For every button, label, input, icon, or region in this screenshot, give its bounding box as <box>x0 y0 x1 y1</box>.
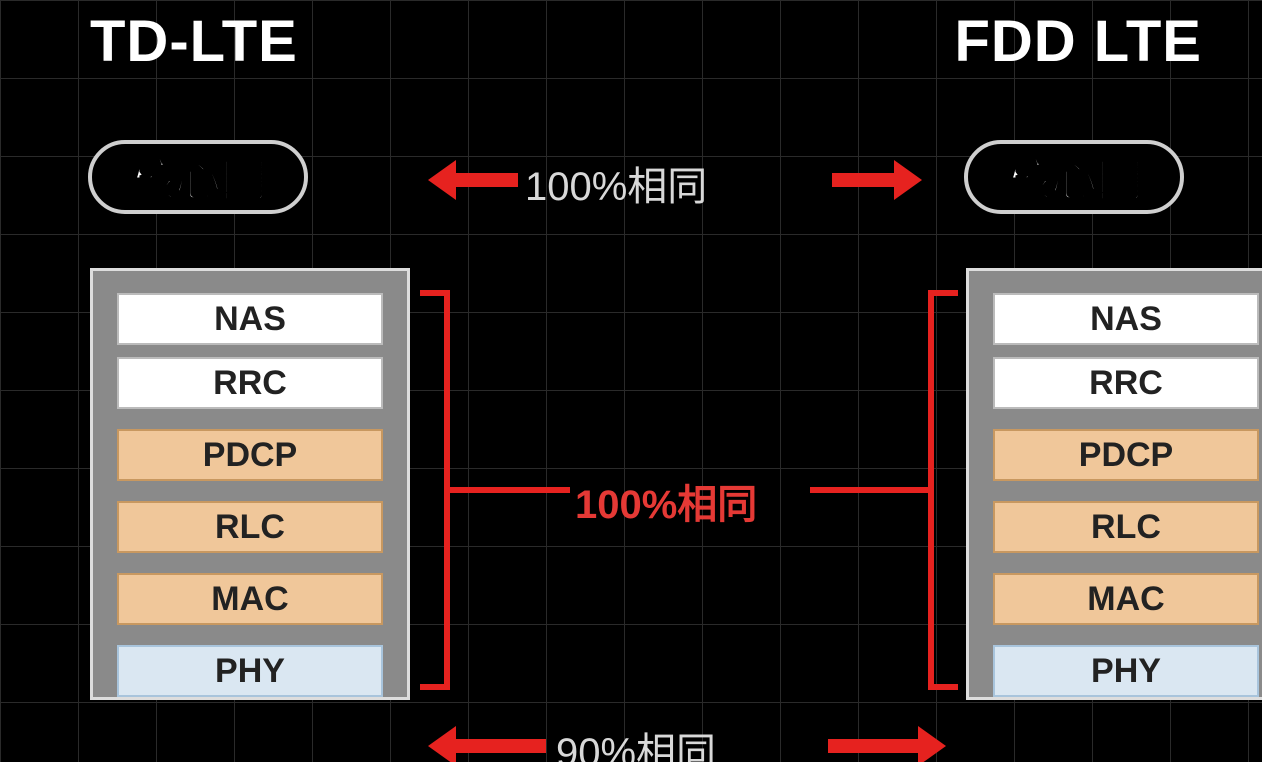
layer-rlc-right: RLC <box>993 501 1259 553</box>
arrow-top-right <box>832 160 922 200</box>
arrow-bottom-right <box>828 726 946 762</box>
core-network-label-right: 核心网 <box>1005 144 1143 210</box>
core-network-pill-right: 核心网 <box>964 140 1184 214</box>
layer-nas-left: NAS <box>117 293 383 345</box>
bracket-left-stem <box>450 487 570 493</box>
layer-phy-right: PHY <box>993 645 1259 697</box>
bracket-right-stem <box>810 487 930 493</box>
arrow-top-left <box>428 160 518 200</box>
title-td-lte: TD-LTE <box>90 8 298 75</box>
bracket-right <box>928 290 958 690</box>
core-network-label-left: 核心网 <box>129 144 267 210</box>
layer-nas-right: NAS <box>993 293 1259 345</box>
layer-rrc-left: RRC <box>117 357 383 409</box>
title-fdd-lte: FDD LTE <box>954 8 1202 75</box>
core-network-pill-left: 核心网 <box>88 140 308 214</box>
comparison-middle-label: 100%相同 <box>575 472 757 530</box>
protocol-stack-right: NAS RRC PDCP RLC MAC PHY <box>966 268 1262 700</box>
comparison-top-label: 100%相同 <box>525 154 707 212</box>
protocol-stack-left: NAS RRC PDCP RLC MAC PHY <box>90 268 410 700</box>
diagram-canvas: TD-LTE FDD LTE 核心网 核心网 100%相同 无线 无线 NAS … <box>0 0 1262 762</box>
arrow-bottom-left <box>428 726 546 762</box>
layer-mac-right: MAC <box>993 573 1259 625</box>
layer-rrc-right: RRC <box>993 357 1259 409</box>
comparison-bottom-label: 90%相同 <box>556 720 716 762</box>
layer-mac-left: MAC <box>117 573 383 625</box>
bracket-left <box>420 290 450 690</box>
layer-pdcp-right: PDCP <box>993 429 1259 481</box>
layer-rlc-left: RLC <box>117 501 383 553</box>
layer-pdcp-left: PDCP <box>117 429 383 481</box>
layer-phy-left: PHY <box>117 645 383 697</box>
